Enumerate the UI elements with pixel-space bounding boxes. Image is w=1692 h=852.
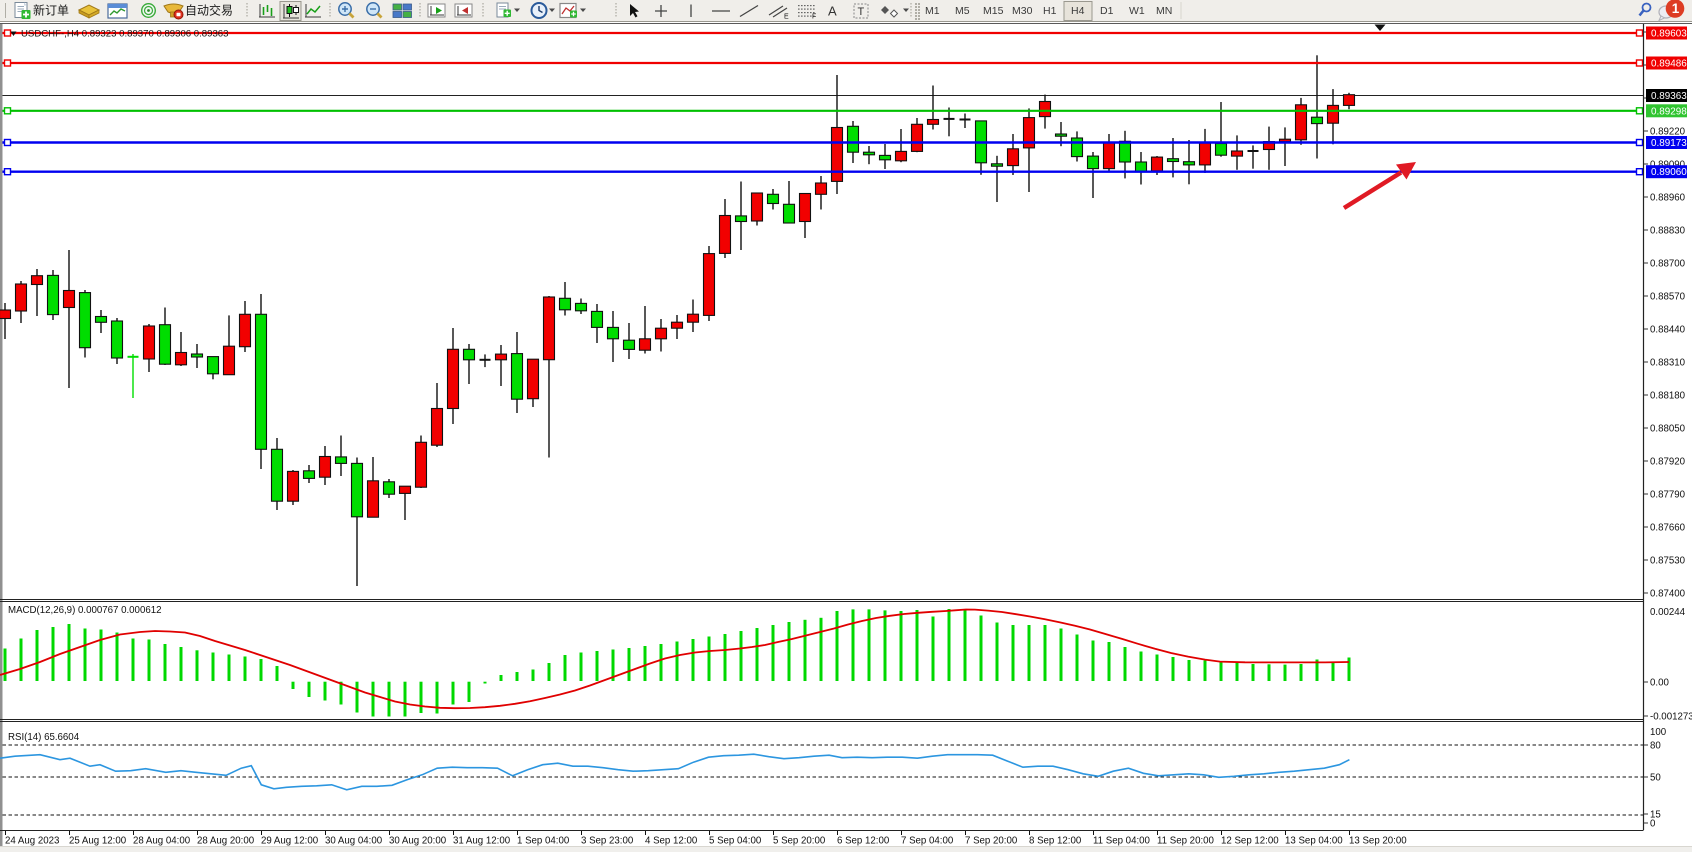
svg-text:0.88830: 0.88830 [1650, 226, 1686, 237]
svg-text:A: A [828, 4, 837, 19]
svg-text:0.87920: 0.87920 [1650, 457, 1686, 468]
svg-text:0: 0 [1650, 819, 1656, 830]
svg-text:1 Sep 04:00: 1 Sep 04:00 [517, 836, 570, 847]
svg-text:30 Aug 20:00: 30 Aug 20:00 [389, 836, 447, 847]
svg-text:100: 100 [1650, 727, 1667, 738]
svg-text:5 Sep 04:00: 5 Sep 04:00 [709, 836, 762, 847]
svg-text:13 Sep 20:00: 13 Sep 20:00 [1349, 836, 1407, 847]
svg-text:RSI(14) 65.6604: RSI(14) 65.6604 [8, 732, 80, 743]
svg-text:E: E [784, 14, 789, 21]
svg-text:0.88050: 0.88050 [1650, 424, 1686, 435]
svg-text:0.88440: 0.88440 [1650, 325, 1686, 336]
svg-text:0.00: 0.00 [1650, 678, 1669, 689]
svg-text:0.87400: 0.87400 [1650, 589, 1686, 600]
svg-text:0.89603: 0.89603 [1651, 29, 1687, 40]
svg-text:0.00244: 0.00244 [1650, 607, 1686, 618]
svg-text:0.89060: 0.89060 [1651, 167, 1687, 178]
svg-text:M1: M1 [925, 5, 940, 17]
svg-text:自动交易: 自动交易 [185, 3, 233, 18]
svg-text:0.89298: 0.89298 [1651, 106, 1687, 117]
svg-text:31 Aug 12:00: 31 Aug 12:00 [453, 836, 511, 847]
svg-text:4 Sep 12:00: 4 Sep 12:00 [645, 836, 698, 847]
svg-text:80: 80 [1650, 741, 1661, 752]
svg-text:29 Aug 12:00: 29 Aug 12:00 [261, 836, 319, 847]
svg-text:0.88310: 0.88310 [1650, 358, 1686, 369]
svg-text:M5: M5 [955, 5, 970, 17]
svg-text:0.88960: 0.88960 [1650, 193, 1686, 204]
svg-text:0.89363: 0.89363 [1651, 91, 1687, 102]
svg-text:24 Aug 2023: 24 Aug 2023 [5, 836, 59, 847]
svg-text:-0.001273: -0.001273 [1650, 712, 1692, 723]
svg-text:新订单: 新订单 [33, 3, 69, 18]
svg-text:H4: H4 [1071, 5, 1085, 17]
svg-text:MN: MN [1156, 5, 1172, 17]
svg-text:D1: D1 [1100, 5, 1114, 17]
svg-text:12 Sep 12:00: 12 Sep 12:00 [1221, 836, 1279, 847]
svg-text:28 Aug 04:00: 28 Aug 04:00 [133, 836, 191, 847]
svg-text:5 Sep 20:00: 5 Sep 20:00 [773, 836, 826, 847]
svg-text:M15: M15 [983, 5, 1004, 17]
svg-text:0.88700: 0.88700 [1650, 259, 1686, 270]
svg-text:1: 1 [1672, 1, 1680, 16]
svg-text:H1: H1 [1043, 5, 1057, 17]
svg-text:6 Sep 12:00: 6 Sep 12:00 [837, 836, 890, 847]
svg-text:15: 15 [1650, 810, 1661, 821]
svg-text:MACD(12,26,9) 0.000767 0.00061: MACD(12,26,9) 0.000767 0.000612 [8, 605, 162, 616]
svg-text:8 Sep 12:00: 8 Sep 12:00 [1029, 836, 1082, 847]
svg-text:0.89173: 0.89173 [1651, 138, 1687, 149]
svg-text:13 Sep 04:00: 13 Sep 04:00 [1285, 836, 1343, 847]
svg-text:3 Sep 23:00: 3 Sep 23:00 [581, 836, 634, 847]
svg-text:7 Sep 20:00: 7 Sep 20:00 [965, 836, 1018, 847]
svg-text:T: T [858, 6, 865, 18]
svg-text:0.88570: 0.88570 [1650, 292, 1686, 303]
svg-text:28 Aug 20:00: 28 Aug 20:00 [197, 836, 255, 847]
svg-text:0.88180: 0.88180 [1650, 391, 1686, 402]
svg-text:11 Sep 04:00: 11 Sep 04:00 [1093, 836, 1151, 847]
svg-text:7 Sep 04:00: 7 Sep 04:00 [901, 836, 954, 847]
svg-text:30 Aug 04:00: 30 Aug 04:00 [325, 836, 383, 847]
svg-text:0.89220: 0.89220 [1650, 127, 1686, 138]
svg-text:0.87790: 0.87790 [1650, 490, 1686, 501]
svg-text:W1: W1 [1129, 5, 1145, 17]
svg-text:0.87530: 0.87530 [1650, 556, 1686, 567]
svg-text:F: F [812, 14, 816, 21]
svg-text:50: 50 [1650, 773, 1661, 784]
svg-text:USDCHF-,H4 0.89323 0.89370 0.: USDCHF-,H4 0.89323 0.89370 0.89306 0.893… [21, 29, 228, 40]
svg-text:25 Aug 12:00: 25 Aug 12:00 [69, 836, 127, 847]
svg-text:0.89486: 0.89486 [1651, 59, 1687, 70]
svg-text:11 Sep 20:00: 11 Sep 20:00 [1157, 836, 1215, 847]
svg-text:M30: M30 [1012, 5, 1033, 17]
svg-text:0.89090: 0.89090 [1650, 160, 1686, 171]
svg-text:0.87660: 0.87660 [1650, 523, 1686, 534]
